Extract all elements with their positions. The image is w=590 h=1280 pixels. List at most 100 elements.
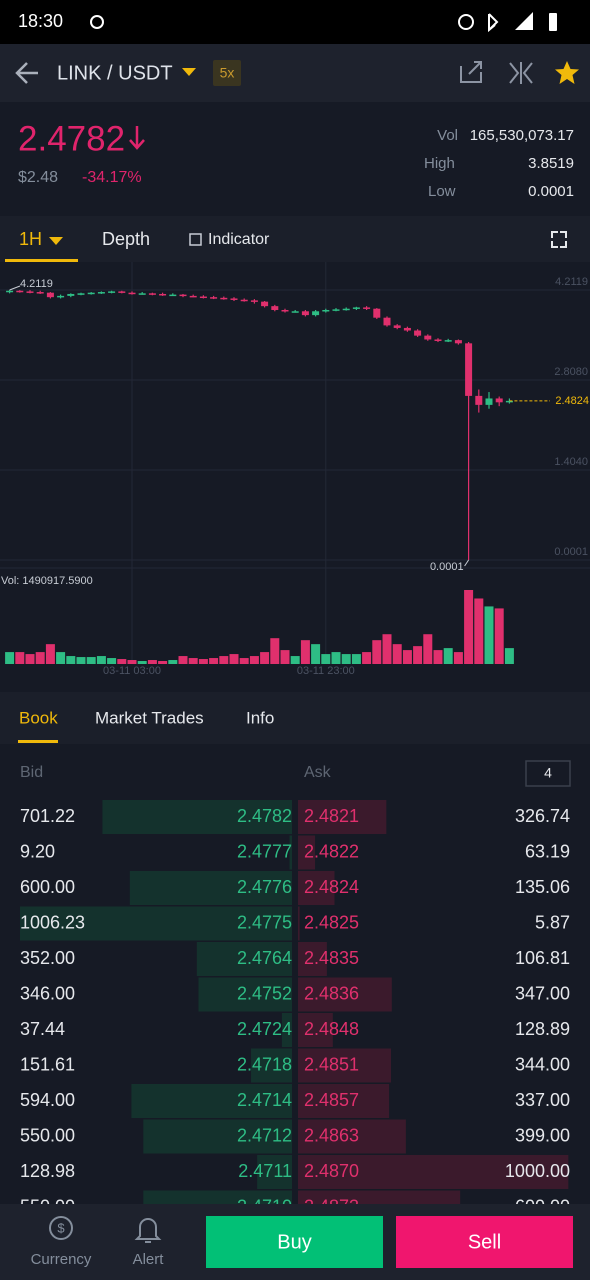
bid-price[interactable]: 2.4712 <box>237 1125 292 1145</box>
ask-amount: 63.19 <box>525 841 570 861</box>
volume-bar <box>45 644 55 664</box>
ask-price[interactable]: 2.4825 <box>304 912 359 932</box>
ask-amount: 1000.00 <box>505 1161 570 1181</box>
alert-icon[interactable] <box>134 1218 162 1243</box>
ask-price[interactable]: 2.4857 <box>304 1090 359 1110</box>
candle-body <box>210 297 218 299</box>
ask-price[interactable]: 2.4870 <box>304 1161 359 1181</box>
max-label: 4.2119 <box>20 278 53 290</box>
bid-price[interactable]: 2.4782 <box>237 806 292 826</box>
currency-button[interactable]: Currency <box>31 1251 92 1268</box>
ask-depth-bar <box>298 1155 569 1189</box>
clock: 18:30 <box>18 11 63 31</box>
ask-depth-bar <box>298 1084 390 1118</box>
ask-price[interactable]: 2.4835 <box>304 948 359 968</box>
header-bar <box>0 44 590 102</box>
min-marker <box>464 559 470 567</box>
ask-price[interactable]: 2.4848 <box>304 1019 359 1039</box>
volume-bar <box>362 652 372 664</box>
ask-price[interactable]: 2.4851 <box>304 1054 359 1074</box>
ask-price[interactable]: 2.4821 <box>304 806 359 826</box>
bid-depth-bar <box>198 977 292 1012</box>
compare-button[interactable] <box>509 62 533 84</box>
volume-bar <box>382 634 392 664</box>
chart-tab-bar <box>0 216 590 262</box>
bid-price[interactable]: 2.4718 <box>237 1054 292 1074</box>
candle-body <box>271 306 279 310</box>
fullscreen-button[interactable] <box>551 231 567 248</box>
candle-body <box>332 309 340 311</box>
volume-bar <box>107 658 117 664</box>
y-tick-label: 4.2119 <box>555 276 588 288</box>
volume-bar <box>35 652 45 664</box>
buy-label[interactable]: Buy <box>277 1231 311 1253</box>
info-tab[interactable]: Info <box>246 708 274 727</box>
bid-amount: 346.00 <box>20 983 75 1003</box>
indicator-icon[interactable] <box>189 233 202 246</box>
ask-depth-bar <box>298 800 387 834</box>
bid-depth-bar <box>281 1013 292 1047</box>
change: -34.17% <box>82 169 142 186</box>
candle-body <box>465 343 473 396</box>
bid-amount: 9.20 <box>20 841 55 861</box>
candle-body <box>301 311 309 316</box>
sell-label[interactable]: Sell <box>468 1231 501 1253</box>
volume-bar <box>76 657 86 664</box>
favorite-button[interactable] <box>555 61 579 84</box>
max-marker <box>9 285 21 291</box>
x-tick-label: 03-11 03:00 <box>103 665 161 677</box>
status-icon <box>90 15 104 29</box>
candle-body <box>240 299 248 302</box>
sell-button[interactable] <box>396 1216 573 1268</box>
volume-bar <box>290 656 300 664</box>
bid-price[interactable]: 2.4776 <box>237 877 292 897</box>
alert-button[interactable]: Alert <box>133 1251 165 1268</box>
volume-label: Vol: 1490917.5900 <box>1 575 93 587</box>
bid-price[interactable]: 2.4777 <box>237 841 292 861</box>
ask-amount: 347.00 <box>515 983 570 1003</box>
bid-price[interactable]: 2.4714 <box>237 1090 292 1110</box>
depth-selector[interactable] <box>525 760 571 787</box>
ask-depth-bar <box>298 977 392 1012</box>
volume-bar <box>474 598 484 664</box>
book-tab[interactable]: Book <box>19 708 58 727</box>
candle-body <box>148 293 156 295</box>
candle-body <box>373 308 381 318</box>
ask-price[interactable]: 2.4836 <box>304 983 359 1003</box>
depth-value[interactable]: 4 <box>544 765 552 781</box>
bid-amount: 37.44 <box>20 1019 65 1039</box>
volume-bar <box>351 654 361 664</box>
back-button[interactable] <box>15 62 38 84</box>
pair-selector[interactable]: LINK / USDT <box>57 62 173 84</box>
share-button[interactable] <box>460 61 482 83</box>
bid-price[interactable]: 2.4775 <box>237 912 292 932</box>
depth-tab[interactable]: Depth <box>102 229 150 249</box>
bid-depth-bar <box>196 942 292 976</box>
high-value: 3.8519 <box>528 155 574 172</box>
bid-price[interactable]: 2.4764 <box>237 948 292 968</box>
pair-dropdown[interactable] <box>182 68 196 76</box>
last-price: 2.4782 <box>18 119 125 158</box>
indicator-tab[interactable]: Indicator <box>208 231 270 248</box>
volume-bar <box>15 652 25 664</box>
volume-bar <box>198 659 208 664</box>
bid-price[interactable]: 2.4724 <box>237 1019 292 1039</box>
bid-price[interactable]: 2.4711 <box>238 1161 292 1181</box>
ask-price[interactable]: 2.4822 <box>304 841 359 861</box>
candle-body <box>342 308 350 311</box>
bid-depth-bar <box>131 1084 292 1118</box>
bid-price[interactable]: 2.4752 <box>237 983 292 1003</box>
volume-bar <box>158 661 168 664</box>
ask-price[interactable]: 2.4863 <box>304 1125 359 1145</box>
buy-button[interactable] <box>206 1216 383 1268</box>
currency-icon[interactable] <box>49 1216 73 1240</box>
ask-price[interactable]: 2.4824 <box>304 877 359 897</box>
interval-tab[interactable]: 1H <box>19 229 42 249</box>
interval-dropdown[interactable] <box>49 237 63 245</box>
candle-body <box>322 309 330 312</box>
candle-body <box>169 294 177 297</box>
candle-body <box>281 309 289 312</box>
volume-bar <box>392 644 402 664</box>
trades-tab[interactable]: Market Trades <box>95 708 204 727</box>
